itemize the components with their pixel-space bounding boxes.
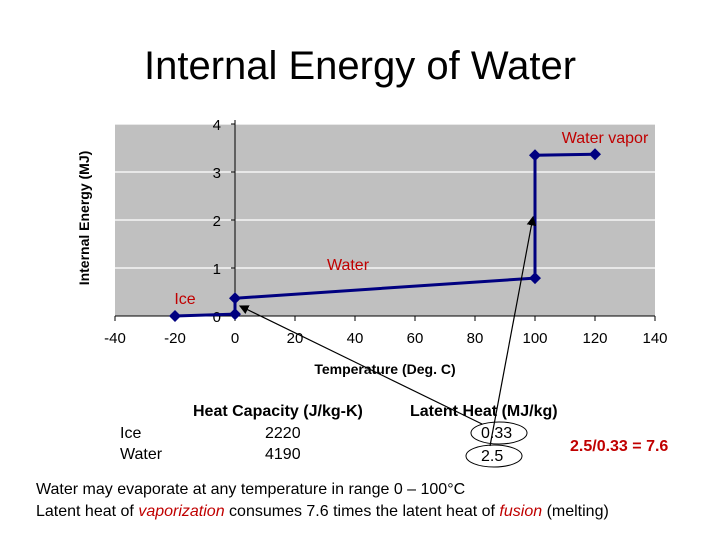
state-label-water-vapor: Water vapor: [562, 130, 649, 147]
header-latent-heat: Latent Heat (MJ/kg): [410, 403, 558, 420]
plot-layer: -40 -20 0 20 40 60 80 100 120 14001234IceWaterWat…: [104, 117, 668, 468]
note-text-e: (melting): [542, 503, 609, 520]
state-label-water: Water: [327, 257, 370, 274]
header-heat-capacity: Heat Capacity (J/kg-K): [193, 403, 363, 420]
series-line-0: [174, 152, 596, 318]
heat-capacity-water: 4190: [265, 446, 301, 463]
data-point-0-4: [529, 149, 541, 162]
heat-capacity-ice: 2220: [265, 425, 301, 442]
data-point-0-3: [529, 272, 541, 285]
x-tick-label-7: 100: [522, 330, 547, 347]
slide-title: Internal Energy of Water: [143, 44, 577, 88]
y-axis-label: Internal Energy (MJ): [76, 151, 92, 286]
ratio-annotation: 2.5/0.33 = 7.6: [570, 438, 669, 455]
highlight-ellipse-ice: [470, 421, 528, 445]
note-latent-heat: Latent heat of vaporization consumes 7.6…: [36, 502, 609, 522]
x-axis-label: Temperature (Deg. C): [314, 361, 455, 377]
note-fusion: fusion: [499, 503, 543, 520]
x-tick-label-2: 0: [231, 330, 239, 347]
data-point-0-2: [229, 292, 241, 305]
row-label-ice: Ice: [120, 425, 142, 442]
data-point-0-1: [229, 308, 241, 321]
note-text-a: Latent heat of: [36, 503, 139, 520]
x-tick-label-4: 40: [347, 330, 364, 347]
row-label-water: Water: [120, 446, 163, 463]
note-vaporization: vaporization: [138, 503, 225, 520]
callout-arrow-vaporization: [489, 215, 537, 447]
y-tick-label-1: 1: [213, 261, 221, 278]
x-tick-label-5: 60: [407, 330, 424, 347]
y-tick-label-4: 4: [213, 117, 221, 134]
x-tick-label-8: 120: [582, 330, 607, 347]
note-evaporation: Water may evaporate at any temperature i…: [36, 481, 466, 498]
x-tick-label-0: -40: [104, 330, 126, 347]
y-tick-label-0: 0: [213, 309, 221, 326]
y-tick-label-2: 2: [213, 213, 221, 230]
note-text-c: consumes 7.6 times the latent heat of: [224, 503, 500, 520]
x-tick-label-1: -20: [164, 330, 186, 347]
data-point-0-5: [589, 148, 601, 161]
latent-heat-ice: 0.33: [481, 425, 513, 442]
highlight-ellipse-water: [465, 444, 523, 468]
callout-arrow-fusion: [238, 305, 483, 425]
data-point-0-0: [169, 310, 181, 322]
x-tick-label-9: 140: [642, 330, 667, 347]
y-tick-label-3: 3: [213, 165, 221, 182]
x-tick-label-6: 80: [467, 330, 484, 347]
latent-heat-water: 2.5: [481, 448, 504, 465]
state-label-ice: Ice: [174, 291, 195, 308]
